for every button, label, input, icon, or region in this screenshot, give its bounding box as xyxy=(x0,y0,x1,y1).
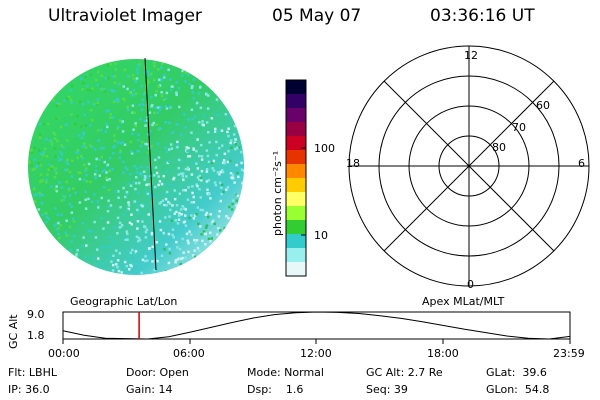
colorbar-band xyxy=(286,206,306,221)
status-gain: Gain: 14 xyxy=(126,383,173,396)
colorbar-frame xyxy=(285,79,307,277)
colorbar-band xyxy=(286,192,306,207)
colorbar-band xyxy=(286,164,306,179)
status-door: Door: Open xyxy=(126,366,189,379)
lat-label-60: 60 xyxy=(536,99,550,112)
colorbar-band xyxy=(286,150,306,165)
colorbar-band xyxy=(286,248,306,263)
colorbar xyxy=(285,79,307,277)
mlt-label-18: 18 xyxy=(346,157,360,170)
x-tick-1200: 12:00 xyxy=(300,347,332,360)
x-tick-1800: 18:00 xyxy=(427,347,459,360)
time-label: 03:36:16 UT xyxy=(430,6,535,26)
x-tick-0600: 06:00 xyxy=(173,347,205,360)
status-gc-alt: GC Alt: 2.7 Re xyxy=(366,366,443,379)
geographic-caption: Geographic Lat/Lon xyxy=(70,295,178,308)
colorbar-tick-10: 10 xyxy=(314,229,328,242)
status-glon: GLon: 54.8 xyxy=(486,383,550,396)
colorbar-band xyxy=(286,80,306,95)
y-tick-1-8: 1.8 xyxy=(27,329,45,342)
instrument-title: Ultraviolet Imager xyxy=(48,6,202,26)
lat-label-70: 70 xyxy=(512,121,526,134)
colorbar-band xyxy=(286,122,306,137)
date-label: 05 May 07 xyxy=(272,6,362,26)
colorbar-tick-100: 100 xyxy=(314,142,335,155)
mlt-label-6: 6 xyxy=(578,157,585,170)
status-glat: GLat: 39.6 xyxy=(486,366,547,379)
lat-label-80: 80 xyxy=(492,141,506,154)
polar-plot xyxy=(348,45,590,287)
colorbar-band xyxy=(286,220,306,235)
colorbar-band xyxy=(286,262,306,277)
x-tick-0000: 00:00 xyxy=(48,347,80,360)
status-seq: Seq: 39 xyxy=(366,383,408,396)
apex-caption: Apex MLat/MLT xyxy=(422,295,505,308)
uv-image xyxy=(28,57,244,275)
colorbar-band xyxy=(286,94,306,109)
colorbar-band xyxy=(286,136,306,151)
y-tick-9: 9.0 xyxy=(27,308,45,321)
x-tick-2359: 23:59 xyxy=(553,347,585,360)
timeline-plot xyxy=(62,311,571,344)
status-dsp: Dsp: 1.6 xyxy=(247,383,304,396)
colorbar-band xyxy=(286,234,306,249)
colorbar-band xyxy=(286,178,306,193)
colorbar-unit-label: photon cm⁻²s⁻¹ xyxy=(271,150,284,236)
terminator-line xyxy=(144,57,157,271)
status-ip: IP: 36.0 xyxy=(8,383,50,396)
status-mode: Mode: Normal xyxy=(247,366,324,379)
gc-alt-axis-title: GC Alt xyxy=(7,314,20,349)
mlt-label-0: 0 xyxy=(467,278,474,291)
mlt-label-12: 12 xyxy=(464,49,478,62)
colorbar-band xyxy=(286,108,306,123)
status-flt: Flt: LBHL xyxy=(8,366,57,379)
gc-alt-curve xyxy=(62,311,571,340)
